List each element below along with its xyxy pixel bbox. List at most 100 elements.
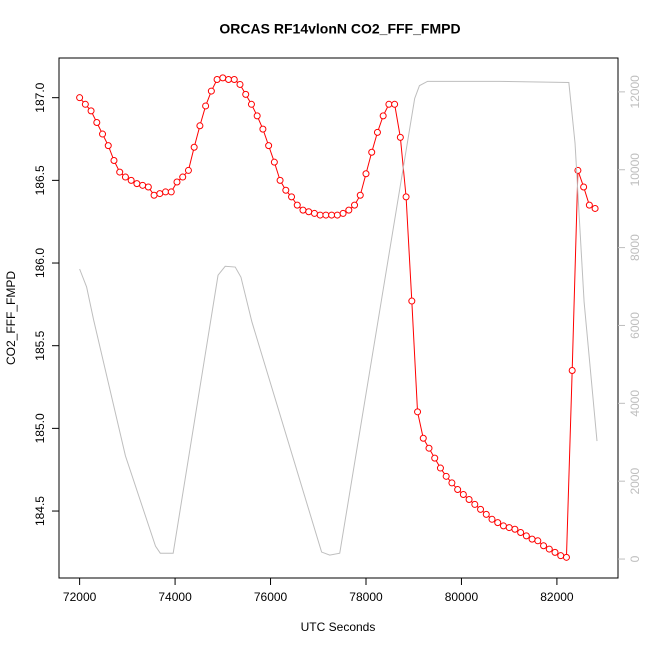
data-point: [562, 553, 570, 561]
data-point: [265, 142, 273, 150]
x-tick-label: 80000: [445, 590, 479, 604]
y2-tick-label: 4000: [628, 390, 642, 417]
x-tick-label: 74000: [158, 590, 192, 604]
y-tick-label: 185.0: [33, 413, 47, 443]
data-point: [540, 542, 548, 550]
data-point: [104, 142, 112, 150]
data-point: [528, 535, 536, 543]
y-tick-label: 186.5: [33, 165, 47, 195]
data-point: [156, 190, 164, 198]
data-point: [236, 80, 244, 88]
data-point: [339, 209, 347, 217]
data-point: [425, 444, 433, 452]
data-point: [207, 87, 215, 95]
data-point: [150, 191, 158, 199]
data-point: [356, 191, 364, 199]
data-point: [253, 112, 261, 120]
data-point: [494, 519, 502, 527]
data-point: [591, 204, 599, 212]
data-point: [196, 122, 204, 130]
data-point: [282, 186, 290, 194]
data-point: [247, 100, 255, 108]
data-point: [299, 206, 307, 214]
x-tick-label: 72000: [63, 590, 97, 604]
data-point: [276, 176, 284, 184]
data-point: [345, 206, 353, 214]
data-point: [167, 188, 175, 196]
data-point: [270, 158, 278, 166]
data-point: [351, 201, 359, 209]
x-tick-label: 78000: [349, 590, 383, 604]
data-point: [414, 408, 422, 416]
data-point: [373, 128, 381, 136]
y2-tick-label: 8000: [628, 234, 642, 261]
data-point: [522, 532, 530, 540]
data-point: [219, 74, 227, 82]
data-point: [322, 211, 330, 219]
y-tick-label: 185.5: [33, 330, 47, 360]
data-point: [87, 107, 95, 115]
chart-title: ORCAS RF14vlonN CO2_FFF_FMPD: [219, 21, 460, 37]
y-tick-label: 186.0: [33, 248, 47, 278]
data-point: [242, 90, 250, 98]
data-point: [184, 166, 192, 174]
data-point: [459, 491, 467, 499]
data-point: [385, 100, 393, 108]
x-axis-label: UTC Seconds: [301, 620, 376, 634]
data-point: [179, 173, 187, 181]
data-point: [316, 211, 324, 219]
data-point: [333, 211, 341, 219]
data-point: [293, 201, 301, 209]
data-point: [419, 434, 427, 442]
data-point: [173, 178, 181, 186]
data-point: [288, 193, 296, 201]
x-tick-label: 82000: [540, 590, 574, 604]
data-point: [431, 454, 439, 462]
data-point: [213, 75, 221, 83]
data-point: [310, 209, 318, 217]
data-point: [305, 208, 313, 216]
data-point: [454, 486, 462, 494]
data-point: [139, 181, 147, 189]
y2-tick-label: 10000: [628, 153, 642, 187]
data-point: [471, 500, 479, 508]
data-point: [99, 130, 107, 138]
data-point: [133, 180, 141, 188]
data-point: [190, 143, 198, 151]
y2-tick-label: 0: [628, 555, 642, 562]
data-point: [144, 183, 152, 191]
data-point: [116, 168, 124, 176]
y-tick-label: 187.0: [33, 82, 47, 112]
y-axis-label: CO2_FFF_FMPD: [4, 271, 18, 365]
data-point: [328, 211, 336, 219]
data-point: [551, 548, 559, 556]
data-point: [110, 157, 118, 165]
data-point: [402, 193, 410, 201]
data-point: [230, 75, 238, 83]
data-point: [568, 366, 576, 374]
data-point: [517, 529, 525, 537]
data-point: [362, 170, 370, 178]
data-point: [465, 495, 473, 503]
data-point: [557, 552, 565, 560]
y2-tick-label: 6000: [628, 312, 642, 339]
data-point: [488, 515, 496, 523]
data-point: [76, 94, 84, 102]
data-point: [81, 100, 89, 108]
data-point: [408, 297, 416, 305]
data-point: [225, 75, 233, 83]
data-point: [477, 505, 485, 513]
data-point: [448, 479, 456, 487]
plot-box: [58, 57, 619, 579]
y-tick-label: 184.5: [33, 496, 47, 526]
series-line: [79, 80, 598, 556]
data-point: [505, 524, 513, 532]
data-point: [259, 125, 267, 133]
data-point: [93, 118, 101, 126]
data-point: [442, 472, 450, 480]
data-point: [482, 510, 490, 518]
data-point: [202, 102, 210, 110]
data-point: [534, 537, 542, 545]
